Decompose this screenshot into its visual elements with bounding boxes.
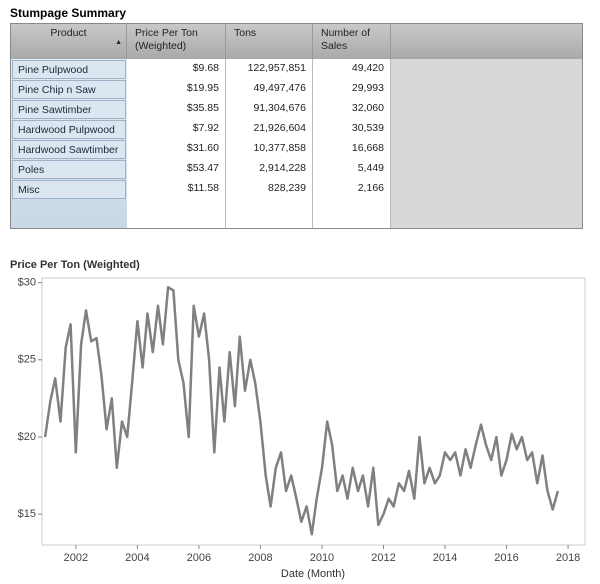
column-header[interactable]: Price Per Ton (Weighted): [127, 24, 226, 59]
value-cell: $35.85: [186, 102, 219, 114]
value-cell: 5,449: [357, 162, 384, 174]
value-cell: $19.95: [186, 82, 219, 94]
column-divider: [390, 59, 391, 228]
plot-area: [41, 277, 586, 546]
value-cell: 30,539: [351, 122, 384, 134]
value-cell: $31.60: [186, 142, 219, 154]
x-tick-label: 2018: [556, 552, 580, 564]
value-cell: 29,993: [351, 82, 384, 94]
value-cell: 2,166: [357, 182, 384, 194]
value-cell: $7.92: [192, 122, 219, 134]
chart-title: Price Per Ton (Weighted): [10, 259, 140, 271]
column-header[interactable]: Number of Sales: [313, 24, 391, 59]
value-cell: $53.47: [186, 162, 219, 174]
column-header[interactable]: Tons: [226, 24, 313, 59]
y-tick-label: $25: [18, 354, 36, 366]
x-tick-label: 2016: [494, 552, 518, 564]
sort-icon: ▲: [115, 39, 122, 46]
value-cell: 49,497,476: [253, 82, 306, 94]
y-tick-label: $20: [18, 431, 36, 443]
table-title: Stumpage Summary: [10, 6, 127, 20]
column-divider: [312, 59, 313, 228]
summary-table: Product ▲ Price Per Ton (Weighted) Tons Numb…: [10, 23, 583, 229]
y-tick-label: $15: [18, 508, 36, 520]
value-cell: 91,304,676: [253, 102, 306, 114]
value-cell: 2,914,228: [259, 162, 306, 174]
value-cell: $9.68: [192, 62, 219, 74]
column-header[interactable]: Product ▲: [11, 24, 127, 59]
value-cell: 828,239: [268, 182, 306, 194]
value-cell: 49,420: [351, 62, 384, 74]
product-cell[interactable]: Hardwood Pulpwood: [12, 120, 126, 139]
x-tick-label: 2014: [433, 552, 457, 564]
x-tick-label: 2010: [310, 552, 334, 564]
product-cell[interactable]: Pine Chip n Saw: [12, 80, 126, 99]
product-cell[interactable]: Pine Sawtimber: [12, 100, 126, 119]
product-cell[interactable]: Misc: [12, 180, 126, 199]
product-cell[interactable]: Pine Pulpwood: [12, 60, 126, 79]
price-line: [43, 286, 560, 536]
x-tick-label: 2012: [371, 552, 395, 564]
x-tick-label: 2008: [248, 552, 272, 564]
product-cell[interactable]: Hardwood Sawtimber: [12, 140, 126, 159]
chart: Price Per Ton (Weighted) Date (Month) $1…: [10, 259, 586, 580]
value-cell: $11.58: [187, 182, 219, 194]
value-cell: 10,377,858: [253, 142, 306, 154]
x-tick-label: 2004: [125, 552, 149, 564]
x-axis-label: Date (Month): [281, 568, 345, 580]
x-tick-label: 2006: [187, 552, 211, 564]
column-divider: [225, 59, 226, 228]
x-tick-label: 2002: [64, 552, 88, 564]
product-cell[interactable]: Poles: [12, 160, 126, 179]
value-cell: 122,957,851: [247, 62, 306, 74]
value-cell: 16,668: [351, 142, 384, 154]
value-cell: 21,926,604: [253, 122, 306, 134]
value-cell: 32,060: [351, 102, 384, 114]
y-tick-label: $30: [18, 277, 36, 289]
empty-area: [391, 59, 582, 228]
